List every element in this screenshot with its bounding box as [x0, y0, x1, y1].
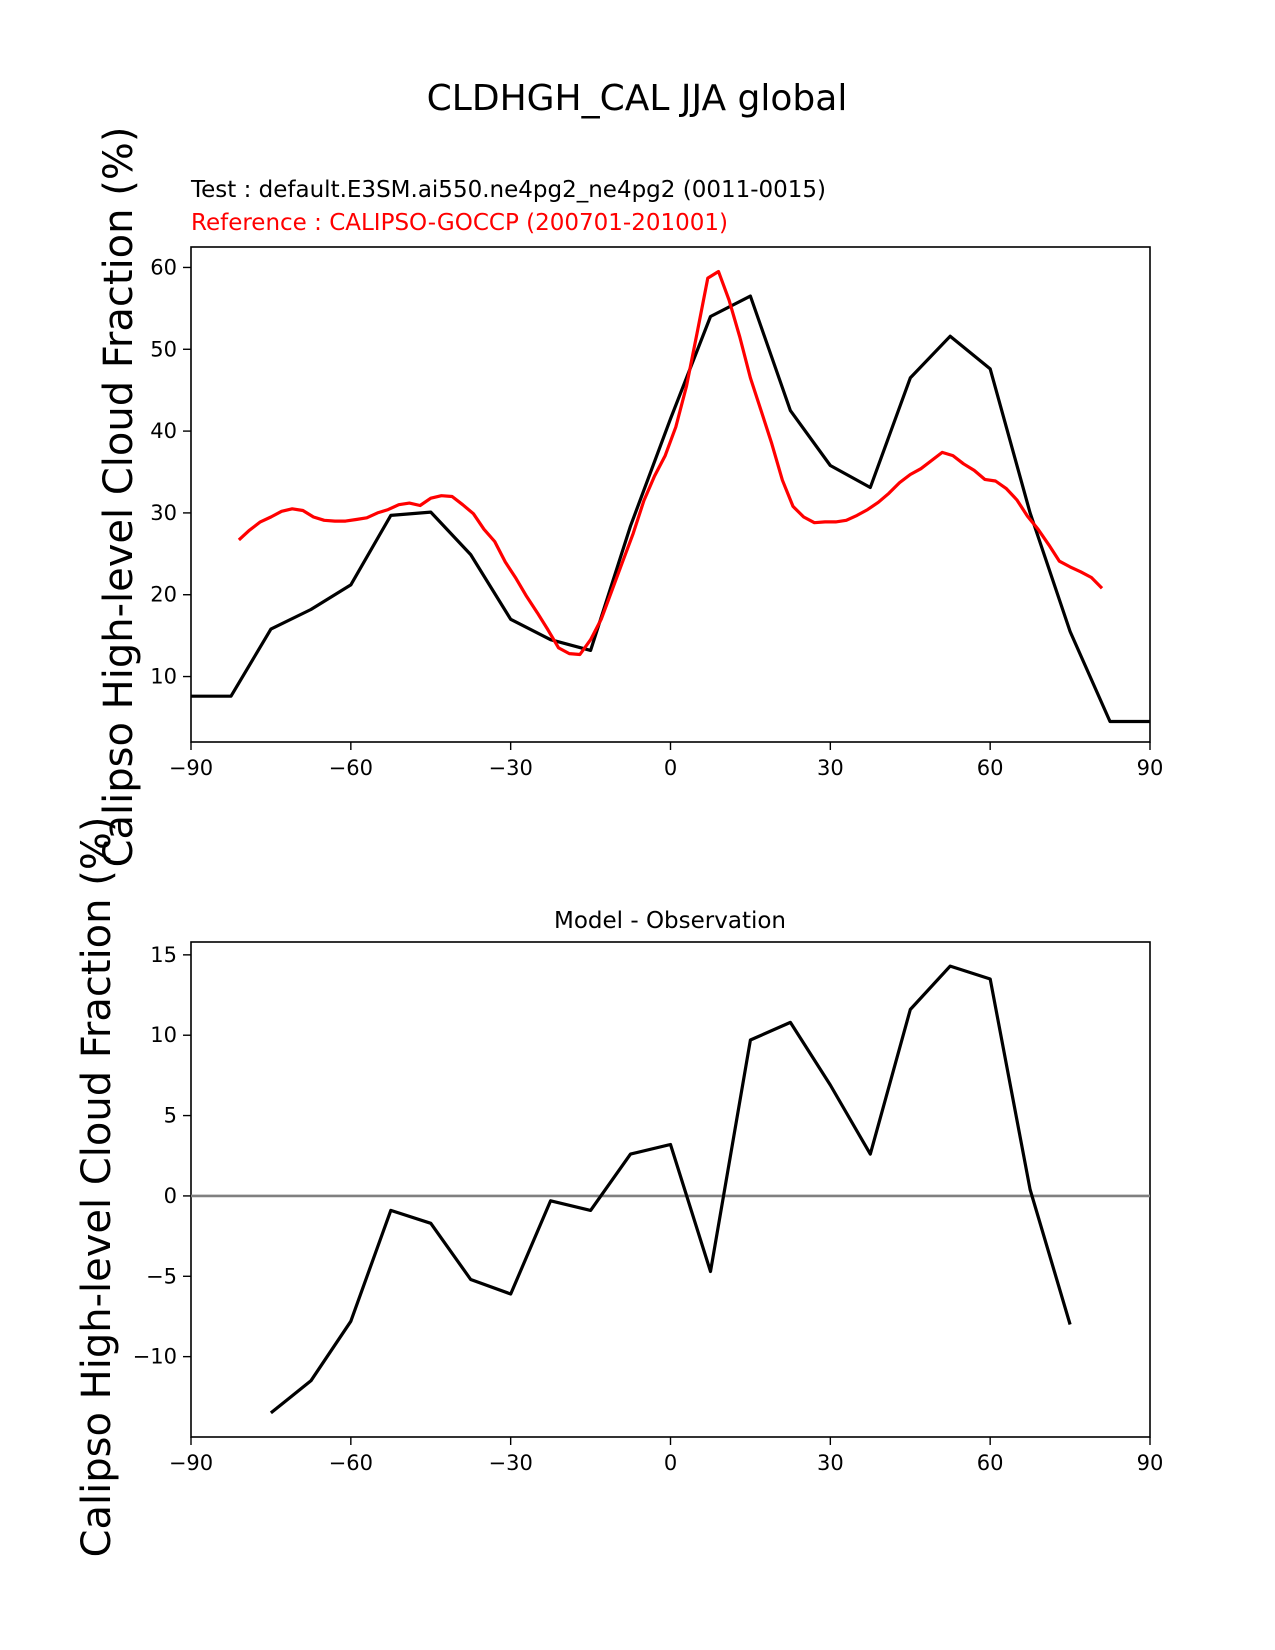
figure-title: CLDHGH_CAL JJA global — [427, 78, 848, 119]
y-tick-label: −5 — [146, 1264, 177, 1288]
x-tick-label: 0 — [664, 756, 677, 780]
x-tick-label: 90 — [1137, 1451, 1164, 1475]
x-tick-label: 30 — [817, 1451, 844, 1475]
y-tick-label: 60 — [150, 255, 177, 279]
y-tick-label: 20 — [150, 583, 177, 607]
top-ticks: −90 −60 −30 0 30 60 90 10 20 30 40 50 60 — [150, 255, 1163, 780]
x-tick-label: −30 — [489, 756, 533, 780]
x-tick-label: −60 — [329, 1451, 373, 1475]
y-tick-label: 10 — [150, 665, 177, 689]
series-line-1 — [237, 269, 1104, 657]
bottom-ticks: −90 −60 −30 0 30 60 90 −10 −5 0 5 10 15 — [133, 943, 1164, 1475]
y-tick-label: −10 — [133, 1345, 177, 1369]
bottom-axes-title: Model - Observation — [554, 908, 786, 934]
y-tick-label: 5 — [164, 1104, 177, 1128]
y-tick-label: 30 — [150, 501, 177, 525]
y-tick-label: 15 — [150, 943, 177, 967]
reference-label: Reference : CALIPSO-GOCCP (200701-201001… — [191, 210, 728, 236]
x-tick-label: 60 — [977, 756, 1004, 780]
top-plot-frame — [190, 246, 1151, 743]
top-panel: Test : default.E3SM.ai550.ne4pg2_ne4pg2 … — [96, 127, 1163, 868]
top-series — [191, 269, 1150, 724]
y-tick-label: 40 — [150, 419, 177, 443]
x-tick-label: −90 — [169, 756, 213, 780]
x-tick-label: 60 — [977, 1451, 1004, 1475]
y-tick-label: 50 — [150, 337, 177, 361]
y-tick-label: 10 — [150, 1023, 177, 1047]
series-line-0 — [191, 294, 1150, 724]
bottom-y-axis-label: Calipso High-level Cloud Fraction (%) — [74, 817, 120, 1558]
series-line-0 — [269, 964, 1072, 1415]
bottom-panel: Model - Observation Calipso High-level C… — [74, 817, 1163, 1558]
bottom-plot-frame — [190, 941, 1151, 1438]
x-tick-label: −30 — [489, 1451, 533, 1475]
x-tick-label: −60 — [329, 756, 373, 780]
x-tick-label: 0 — [664, 1451, 677, 1475]
x-tick-label: 90 — [1137, 756, 1164, 780]
bottom-series — [269, 964, 1072, 1415]
y-tick-label: 0 — [164, 1184, 177, 1208]
x-tick-label: −90 — [169, 1451, 213, 1475]
test-label: Test : default.E3SM.ai550.ne4pg2_ne4pg2 … — [190, 177, 826, 203]
top-y-axis-label: Calipso High-level Cloud Fraction (%) — [96, 127, 142, 868]
x-tick-label: 30 — [817, 756, 844, 780]
